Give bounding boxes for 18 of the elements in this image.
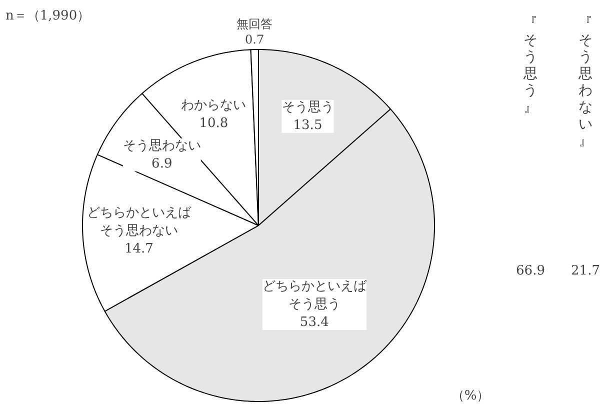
text: 21.7 xyxy=(571,264,600,278)
slice-label: そう思わない xyxy=(122,138,201,154)
text: 66.9 xyxy=(516,264,545,278)
slice-label: わからない xyxy=(181,98,246,114)
data-label: 10.8 xyxy=(199,116,228,132)
slice-label: そう思う xyxy=(282,100,334,115)
slice-label: どちらかといえばそう思わない xyxy=(86,206,192,239)
slice-label: どちらかといえばそう思う xyxy=(262,279,368,312)
data-label: 14.7 xyxy=(124,242,154,257)
text: 『そう思う』 xyxy=(522,16,538,116)
data-label: 6.9 xyxy=(152,156,172,172)
data-label: 0.7 xyxy=(245,32,264,47)
text: n＝（1,990） xyxy=(6,8,90,24)
slice-label: 無回答 xyxy=(236,17,273,32)
data-label: 53.4 xyxy=(300,315,329,330)
text: （%） xyxy=(451,388,490,404)
data-label: 13.5 xyxy=(293,118,322,133)
text: 『そう思わない』 xyxy=(578,16,592,150)
